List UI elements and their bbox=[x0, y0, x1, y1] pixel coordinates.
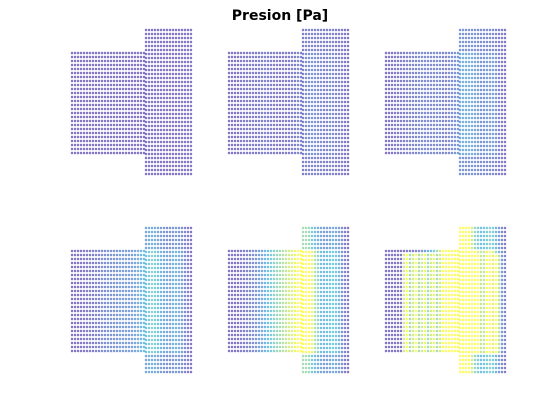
scatter-points bbox=[254, 249, 344, 354]
scatter-points bbox=[420, 249, 504, 354]
scatter-points bbox=[384, 28, 507, 176]
scatter-points bbox=[106, 226, 181, 374]
scatter-points bbox=[257, 226, 341, 374]
scatter-points bbox=[136, 226, 181, 374]
scatter-points bbox=[405, 226, 498, 374]
scatter-points bbox=[227, 226, 350, 374]
scatter-points bbox=[296, 249, 311, 354]
scatter-points bbox=[287, 249, 291, 353]
scatter-points bbox=[133, 226, 172, 374]
scatter-points bbox=[476, 250, 495, 354]
scatter-points bbox=[251, 226, 344, 374]
scatter-points bbox=[266, 226, 329, 374]
scatter-points bbox=[479, 250, 486, 354]
scatter-points bbox=[426, 249, 430, 253]
scatter-points bbox=[144, 250, 160, 354]
scatter-points bbox=[432, 226, 495, 374]
scatter-points bbox=[142, 249, 146, 353]
subplot-2-3 bbox=[384, 226, 507, 374]
subplot-2-2 bbox=[227, 226, 350, 374]
scatter-points bbox=[70, 226, 193, 374]
scatter-points bbox=[281, 249, 317, 354]
scatter-points bbox=[461, 52, 474, 156]
scatter-points bbox=[263, 28, 341, 176]
scatter-points bbox=[260, 226, 338, 374]
scatter-points bbox=[118, 226, 184, 374]
scatter-points bbox=[139, 249, 178, 354]
scatter-points bbox=[284, 249, 288, 353]
scatter-points bbox=[269, 226, 335, 374]
scatter-points bbox=[482, 226, 486, 374]
scatter-points bbox=[408, 249, 439, 353]
subplot-1-2 bbox=[227, 28, 350, 176]
scatter-points bbox=[245, 249, 347, 354]
scatter-points bbox=[239, 28, 344, 176]
scatter-points bbox=[423, 226, 501, 374]
scatter-points bbox=[405, 28, 501, 176]
scatter-points bbox=[304, 52, 335, 156]
scatter-points bbox=[239, 226, 350, 374]
scatter-points bbox=[393, 28, 504, 176]
scatter-points bbox=[82, 226, 190, 374]
scatter-points bbox=[275, 226, 311, 374]
scatter-points bbox=[150, 250, 154, 354]
scatter-points bbox=[417, 28, 495, 176]
scatter-points bbox=[293, 249, 314, 354]
scatter-points bbox=[488, 226, 492, 374]
subplot-2-1 bbox=[70, 226, 193, 374]
scatter-points bbox=[497, 254, 501, 354]
scatter-points bbox=[147, 250, 157, 354]
subplot-1-1 bbox=[70, 28, 193, 176]
scatter-points bbox=[423, 250, 489, 353]
scatter-points bbox=[328, 250, 338, 354]
scatter-points bbox=[494, 226, 501, 374]
scatter-points bbox=[417, 249, 421, 253]
figure-title: Presion [Pa] bbox=[231, 8, 329, 24]
scatter-points bbox=[405, 226, 507, 374]
scatter-points bbox=[272, 249, 320, 354]
scatter-points bbox=[100, 226, 187, 374]
subplot-1-3 bbox=[384, 28, 507, 176]
scatter-points bbox=[94, 226, 187, 374]
scatter-points bbox=[384, 249, 406, 353]
scatter-points bbox=[402, 226, 474, 374]
scatter-points bbox=[227, 28, 350, 176]
scatter-points bbox=[473, 226, 498, 374]
scatter-points bbox=[429, 226, 483, 374]
scatter-points bbox=[310, 52, 317, 156]
scatter-points bbox=[458, 52, 477, 156]
scatter-points bbox=[316, 226, 335, 374]
scatter-points bbox=[453, 28, 498, 176]
scatter-points bbox=[263, 249, 341, 354]
scatter-points bbox=[456, 51, 495, 156]
scatter-points bbox=[70, 28, 193, 176]
scatter-points bbox=[278, 226, 308, 374]
scatter-points bbox=[290, 249, 294, 353]
scatter-points bbox=[414, 226, 507, 374]
